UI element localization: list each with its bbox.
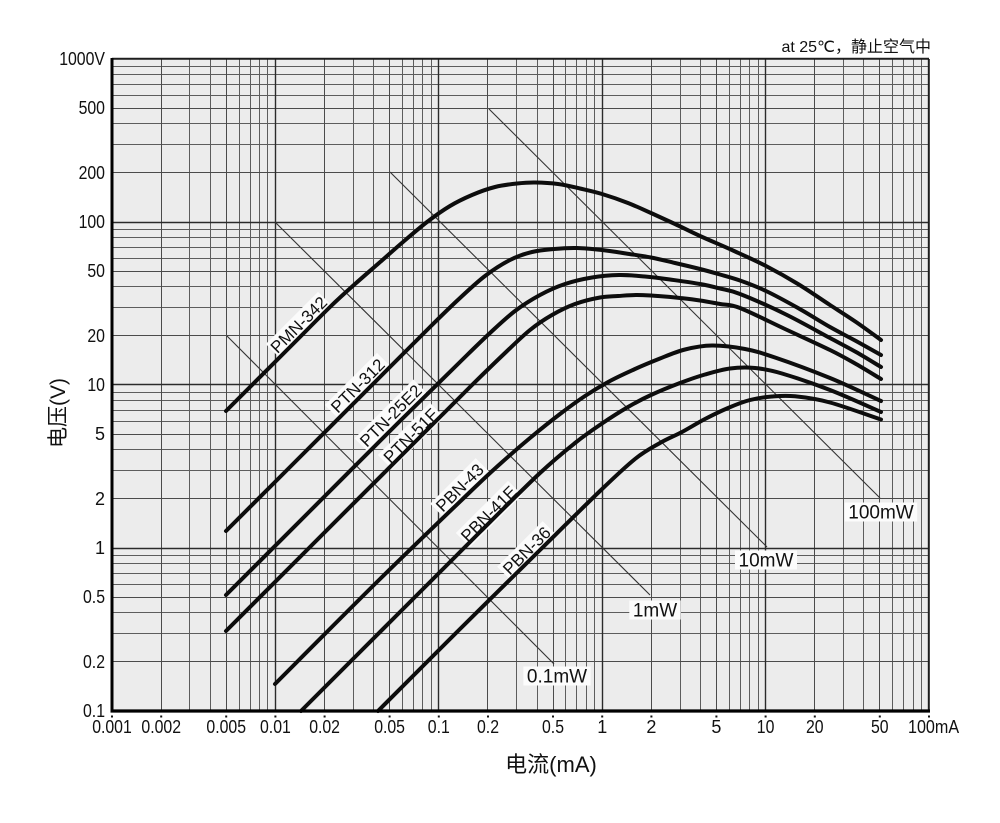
svg-text:电流(mA): 电流(mA) bbox=[505, 752, 597, 777]
svg-text:1: 1 bbox=[95, 538, 105, 558]
svg-text:0.2: 0.2 bbox=[83, 652, 105, 672]
svg-text:5: 5 bbox=[95, 424, 105, 444]
svg-text:200: 200 bbox=[79, 163, 105, 183]
svg-text:10: 10 bbox=[757, 717, 775, 737]
svg-text:10mW: 10mW bbox=[739, 551, 794, 572]
svg-text:10: 10 bbox=[87, 375, 105, 395]
svg-text:0.1: 0.1 bbox=[83, 701, 105, 721]
svg-text:2: 2 bbox=[646, 717, 656, 737]
svg-text:100mA: 100mA bbox=[908, 717, 959, 737]
svg-text:50: 50 bbox=[87, 261, 105, 281]
svg-text:0.5: 0.5 bbox=[83, 587, 105, 607]
svg-text:0.002: 0.002 bbox=[141, 717, 181, 737]
svg-text:1: 1 bbox=[597, 717, 607, 737]
svg-text:100: 100 bbox=[79, 212, 105, 232]
svg-text:0.05: 0.05 bbox=[374, 717, 405, 737]
svg-text:1000V: 1000V bbox=[59, 49, 105, 69]
svg-text:50: 50 bbox=[871, 717, 889, 737]
svg-text:5: 5 bbox=[711, 717, 721, 737]
svg-text:0.1: 0.1 bbox=[428, 717, 450, 737]
svg-text:20: 20 bbox=[87, 326, 105, 346]
svg-text:0.1mW: 0.1mW bbox=[527, 667, 587, 688]
svg-text:at 25℃，静止空气中: at 25℃，静止空气中 bbox=[781, 38, 931, 56]
svg-text:电压(V): 电压(V) bbox=[47, 378, 70, 448]
svg-text:500: 500 bbox=[79, 98, 105, 118]
svg-text:0.005: 0.005 bbox=[206, 717, 246, 737]
svg-text:0.001: 0.001 bbox=[92, 717, 132, 737]
svg-text:2: 2 bbox=[95, 489, 105, 509]
svg-text:0.01: 0.01 bbox=[260, 717, 291, 737]
svg-text:100mW: 100mW bbox=[848, 503, 914, 524]
svg-text:20: 20 bbox=[806, 717, 824, 737]
svg-text:1mW: 1mW bbox=[633, 601, 677, 622]
svg-text:0.02: 0.02 bbox=[309, 717, 340, 737]
svg-text:0.5: 0.5 bbox=[542, 717, 564, 737]
svg-text:0.2: 0.2 bbox=[477, 717, 499, 737]
